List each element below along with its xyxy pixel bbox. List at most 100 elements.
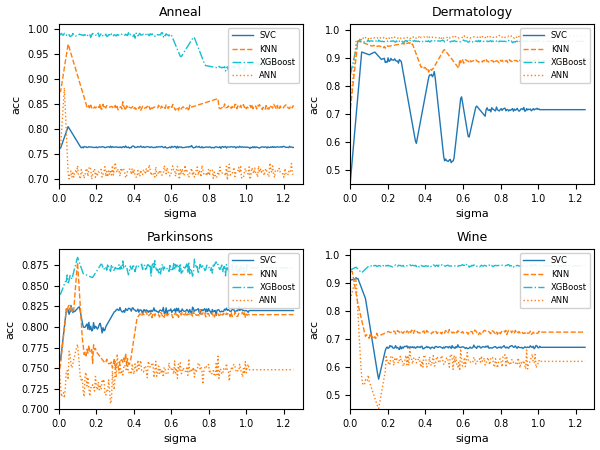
XGBoost [445,38,452,44]
ANN [95,379,102,385]
XGBoost [386,38,394,44]
KNN [484,59,491,64]
SVC [282,144,289,150]
Line: KNN: KNN [59,262,293,370]
KNN [151,313,158,319]
Line: SVC: SVC [350,52,585,181]
XGBoost [55,32,62,37]
KNN [370,337,377,342]
XGBoost [159,30,166,36]
Y-axis label: acc: acc [310,94,320,113]
KNN [347,106,354,111]
ANN [511,360,518,365]
ANN [290,171,297,177]
X-axis label: sigma: sigma [164,209,197,220]
KNN [445,329,452,335]
SVC [573,107,580,112]
KNN [386,330,394,335]
SVC [358,50,365,55]
ANN [352,275,359,280]
XGBoost [365,37,372,43]
KNN [290,103,297,108]
KNN [65,41,72,47]
KNN [355,38,362,44]
KNN [193,103,200,108]
KNN [386,43,394,49]
ANN [218,170,226,176]
SVC [484,105,491,110]
SVC [581,107,589,112]
ANN [193,369,200,374]
SVC [375,377,382,382]
Line: XGBoost: XGBoost [59,257,293,294]
ANN [154,370,161,376]
Title: Dermatology: Dermatology [432,5,513,18]
ANN [74,342,81,347]
Line: ANN: ANN [350,278,585,409]
Line: XGBoost: XGBoost [59,33,293,71]
SVC [151,145,158,150]
Line: KNN: KNN [350,41,585,108]
KNN [185,108,193,114]
XGBoost [218,262,226,268]
XGBoost [573,39,580,44]
XGBoost [281,265,289,270]
XGBoost [511,263,518,268]
XGBoost [463,262,470,267]
KNN [282,312,289,317]
SVC [55,359,62,364]
ANN [347,106,354,111]
Line: XGBoost: XGBoost [350,265,585,273]
Legend: SVC, KNN, XGBoost, ANN: SVC, KNN, XGBoost, ANN [520,253,590,308]
KNN [151,104,158,110]
SVC [355,276,362,281]
XGBoost [222,68,229,74]
XGBoost [95,266,102,271]
XGBoost [282,58,289,63]
ANN [574,359,581,364]
ANN [151,368,158,373]
XGBoost [581,39,589,44]
ANN [375,406,382,411]
XGBoost [347,267,354,273]
SVC [151,305,158,310]
XGBoost [55,292,62,297]
SVC [388,344,395,349]
KNN [510,58,517,64]
XGBoost [290,59,297,64]
ANN [385,36,392,41]
SVC [67,303,74,308]
Line: SVC: SVC [59,126,293,148]
XGBoost [347,72,354,77]
KNN [193,313,200,318]
XGBoost [484,263,491,268]
KNN [74,260,81,265]
Y-axis label: acc: acc [310,320,320,338]
SVC [281,308,289,313]
SVC [574,345,581,350]
SVC [247,146,254,151]
KNN [153,105,160,110]
KNN [95,351,102,357]
KNN [581,58,589,64]
XGBoost [192,261,199,267]
XGBoost [510,39,517,45]
Title: Parkinsons: Parkinsons [147,230,214,243]
ANN [282,171,289,176]
ANN [441,35,448,40]
KNN [115,367,122,373]
ANN [347,297,354,302]
Line: SVC: SVC [59,306,293,362]
ANN [219,371,226,377]
ANN [153,173,160,178]
Line: ANN: ANN [59,88,293,180]
SVC [446,344,453,349]
KNN [282,102,289,108]
XGBoost [192,37,199,43]
XGBoost [581,263,589,269]
KNN [55,89,62,94]
SVC [218,308,226,314]
ANN [290,367,297,373]
SVC [347,179,354,184]
SVC [192,145,199,150]
